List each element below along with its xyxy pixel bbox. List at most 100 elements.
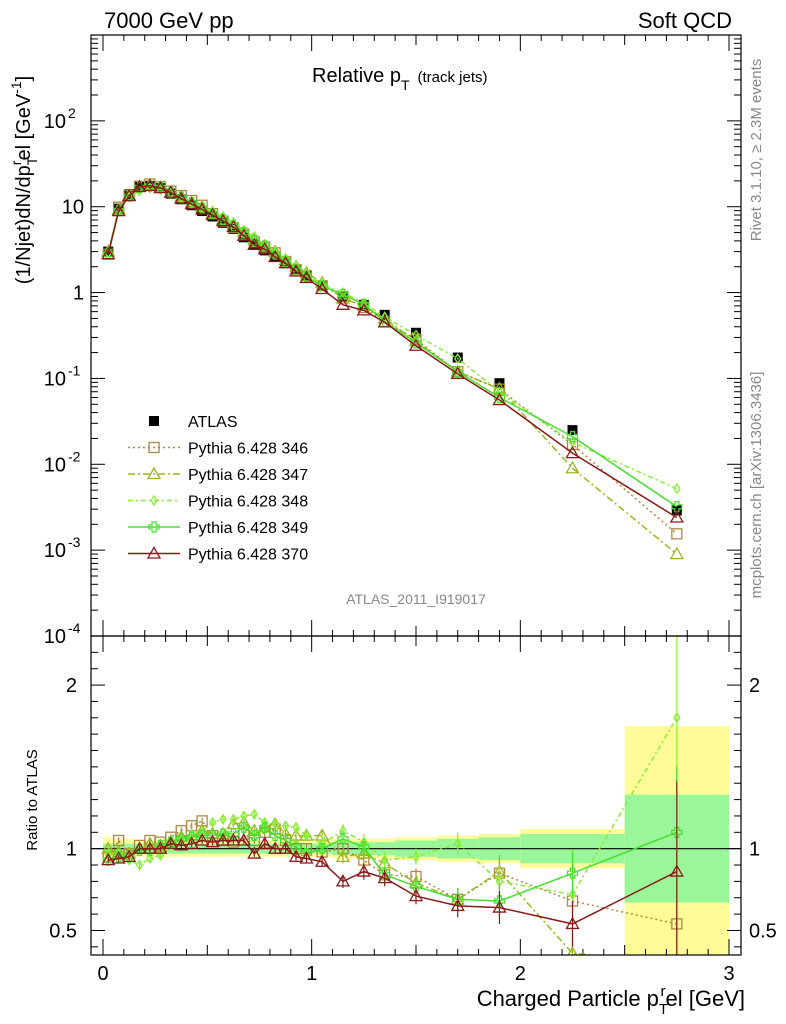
ylabel-sup: r <box>8 160 24 165</box>
legend-marker <box>150 494 158 507</box>
data-point <box>669 546 684 560</box>
ylabel-end: ] <box>13 76 35 82</box>
ratio-point <box>163 836 178 849</box>
ratio-point <box>492 900 507 913</box>
main-ytick-label: 10 <box>44 540 66 562</box>
ylabel-a: (1/Njet)dN/dp <box>13 165 35 284</box>
data-point <box>671 501 683 513</box>
legend-marker <box>149 416 159 426</box>
ratio-point <box>673 712 681 724</box>
ratio-point <box>121 849 137 862</box>
ratio-series-5 <box>101 781 684 955</box>
ratio-point <box>676 954 678 955</box>
xtick-label: 0 <box>97 963 108 985</box>
series-5 <box>101 178 684 523</box>
data-point <box>453 352 462 365</box>
data-point <box>335 297 351 310</box>
ratio-point <box>358 841 370 853</box>
data-point <box>411 327 421 338</box>
header-left: 7000 GeV pp <box>104 8 234 33</box>
data-point <box>565 460 580 474</box>
ratio-point <box>566 867 579 879</box>
series-4 <box>102 180 683 513</box>
ratio-ytick-label-right: 1 <box>749 839 760 861</box>
ratio-point <box>288 828 304 841</box>
data-point <box>671 528 683 540</box>
main-ytick-exponent: -2 <box>68 448 81 464</box>
ratio-point <box>302 829 311 842</box>
ratio-point <box>226 833 241 846</box>
data-point <box>495 386 504 398</box>
plot-title-sub: T <box>401 77 410 93</box>
ratio-point <box>146 852 154 865</box>
data-point <box>257 241 272 255</box>
ratio-point <box>229 813 238 825</box>
legend-entry-4: Pythia 6.428 349 <box>128 520 308 537</box>
ratio-point <box>380 854 389 866</box>
xlabel-a: Charged Particle p <box>477 986 659 1011</box>
data-point <box>288 264 304 277</box>
ratio-point <box>269 829 281 842</box>
legend-entry-1: Pythia 6.428 346 <box>128 441 308 458</box>
data-point <box>669 510 684 523</box>
legend-marker <box>148 441 160 454</box>
ratio-point <box>377 870 392 884</box>
ratio-line-3 <box>108 717 678 896</box>
legend-label: Pythia 6.428 346 <box>188 441 308 458</box>
ratio-point <box>208 816 217 829</box>
main-ytick-exponent: 2 <box>68 105 76 121</box>
data-point <box>673 482 681 495</box>
rivet-version-text: Rivet 3.1.10, ≥ 2.3M events <box>748 59 765 242</box>
data-point <box>408 338 424 351</box>
ratio-point <box>153 841 168 854</box>
ratio-point <box>335 849 351 862</box>
series-1 <box>102 178 683 540</box>
legend: ATLAS Pythia 6.428 346 Pythia 6.428 347 Pyt… <box>128 414 308 564</box>
legend-marker <box>146 466 162 480</box>
ratio-ytick-label: 1 <box>66 839 77 861</box>
data-point <box>314 275 330 288</box>
ratio-point <box>410 880 422 892</box>
data-point <box>314 281 330 295</box>
ratio-point <box>236 833 251 846</box>
data-point <box>356 303 371 316</box>
data-point <box>452 352 463 363</box>
ratio-point <box>132 841 147 854</box>
ratio-point <box>669 864 684 877</box>
main-y-axis-label: (1/Njet)dN/dpTrel [GeV-1] <box>8 76 40 284</box>
legend-label: Pythia 6.428 349 <box>188 520 308 537</box>
data-point <box>249 238 260 249</box>
xtick-label: 2 <box>515 963 526 985</box>
data-point <box>111 203 126 217</box>
ratio-point <box>154 839 166 851</box>
data-point <box>163 185 178 198</box>
legend-entry-0: ATLAS <box>149 414 238 431</box>
xlabel-sup: r <box>661 983 666 1000</box>
ratio-point <box>247 846 262 859</box>
ratio-point <box>568 888 577 901</box>
main-ytick-label: 10 <box>44 368 66 390</box>
legend-label: Pythia 6.428 370 <box>188 547 308 564</box>
main-ytick-label: 10 <box>44 111 66 133</box>
ratio-frame <box>90 635 742 956</box>
ratio-point <box>194 833 210 846</box>
panel-frames <box>90 34 742 956</box>
ylabel-exp: -1 <box>8 81 24 94</box>
data-point <box>142 178 158 191</box>
ratio-point <box>567 946 578 955</box>
ratio-point <box>215 833 231 846</box>
legend-marker <box>148 521 160 533</box>
ratio-point <box>248 829 260 842</box>
ratio-point <box>356 846 371 859</box>
ratio-point <box>314 854 330 867</box>
data-point <box>121 188 137 202</box>
data-point <box>565 445 580 459</box>
legend-label: ATLAS <box>188 414 238 431</box>
series-line-4 <box>107 185 678 508</box>
data-point <box>174 191 189 204</box>
xlabel-b: el [GeV] <box>666 986 745 1011</box>
main-ytick-exponent: -3 <box>68 534 81 550</box>
analysis-watermark: ATLAS_2011_I919017 <box>346 591 486 607</box>
ratio-point <box>337 833 349 845</box>
data-point <box>379 309 390 320</box>
